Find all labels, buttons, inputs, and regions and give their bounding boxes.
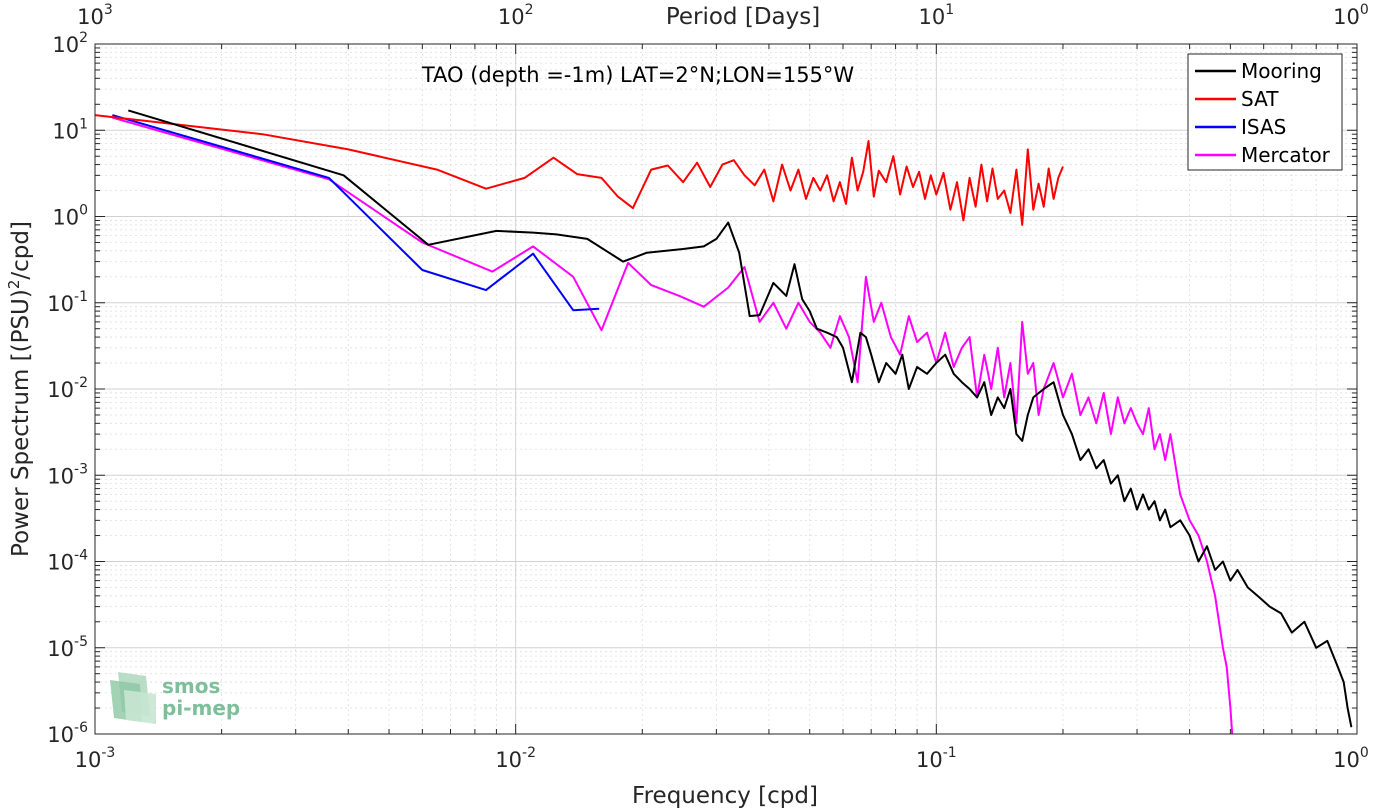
y-axis-label: Power Spectrum [(PSU)2/cpd] [5,221,34,557]
top-tick-label-exponent: 2 [525,2,534,18]
y-tick-label: 100 [52,203,88,230]
y-tick-label: 101 [52,116,88,143]
legend-box [1187,53,1343,171]
y-tick-label-exponent: -2 [74,375,88,391]
y-tick-label: 10-4 [47,548,88,575]
top-tick-label-exponent: 0 [1360,2,1369,18]
y-tick-label: 10-6 [47,720,88,747]
series-line-mercator [112,116,1234,734]
top-tick-label-base: 10 [1333,5,1360,29]
logo-text-pimep: pi-mep [162,696,240,720]
x-tick-label-exponent: 0 [1360,745,1369,761]
legend-label-mooring: Mooring [1241,59,1322,83]
legend-label-mercator: Mercator [1241,143,1331,167]
logo-text-smos: smos [162,674,220,698]
y-tick-label-exponent: -6 [74,720,88,736]
chart-title: TAO (depth =-1m) LAT=2°N;LON=155°W [421,63,855,87]
top-tick-label-base: 10 [498,5,525,29]
y-tick-label: 10-3 [47,461,88,488]
y-tick-label: 10-2 [47,375,88,402]
x-axis-label: Frequency [cpd] [632,783,818,809]
top-tick-label: 102 [498,2,534,29]
y-tick-label-base: 10 [47,637,74,661]
series-line-sat [95,114,1064,226]
y-tick-label-exponent: 1 [79,116,88,132]
y-tick-label-base: 10 [47,464,74,488]
y-tick-label-exponent: -3 [74,461,88,477]
top-axis-label: Period [Days] [666,4,820,30]
top-tick-label-exponent: 3 [104,2,113,18]
top-tick-label: 100 [1333,2,1369,29]
x-tick-label-exponent: -2 [522,745,536,761]
top-tick-label: 103 [77,2,113,29]
smos-logo: smos pi-mep [110,672,240,724]
x-tick-label-base: 10 [916,748,943,772]
y-tick-label: 10-5 [47,634,88,661]
x-tick-label: 10-3 [75,745,116,772]
y-tick-label-base: 10 [47,292,74,316]
x-tick-label-base: 10 [1333,748,1360,772]
y-tick-label-exponent: 2 [79,30,88,46]
top-tick-label-base: 10 [77,5,104,29]
y-tick-label-base: 10 [52,206,79,230]
legend-label-isas: ISAS [1241,115,1286,139]
plot-lines [95,109,1353,734]
top-tick-label-exponent: 1 [945,2,954,18]
y-tick-label: 10-1 [47,289,88,316]
y-tick-label-exponent: -4 [74,548,88,564]
y-axis-label-sup: 2 [5,280,23,290]
x-tick-label-base: 10 [495,748,522,772]
y-tick-label-exponent: -1 [74,289,88,305]
y-tick-label: 102 [52,30,88,57]
legend-label-sat: SAT [1241,87,1279,111]
top-tick-label-base: 10 [919,5,946,29]
x-tick-label: 100 [1333,745,1369,772]
series-line-isas [112,114,600,312]
x-tick-label-base: 10 [75,748,102,772]
y-tick-label-base: 10 [52,119,79,143]
y-tick-label-base: 10 [47,378,74,402]
x-tick-label-exponent: -1 [943,745,957,761]
y-axis-label-main: Power Spectrum [(PSU) [8,289,34,557]
y-tick-label-base: 10 [47,551,74,575]
x-tick-label: 10-2 [495,745,536,772]
series-line-mooring [128,109,1353,728]
y-tick-label-base: 10 [47,723,74,747]
logo-shape-front [124,690,156,724]
y-tick-label-exponent: 0 [79,203,88,219]
x-tick-label-exponent: -3 [101,745,115,761]
axis-ticks [94,43,1358,735]
y-tick-label-base: 10 [52,33,79,57]
legend: Mooring SAT ISAS Mercator [1187,53,1343,171]
x-tick-label: 10-1 [916,745,957,772]
y-tick-label-exponent: -5 [74,634,88,650]
top-tick-label: 101 [919,2,955,29]
y-axis-label-tail: /cpd] [8,221,34,280]
